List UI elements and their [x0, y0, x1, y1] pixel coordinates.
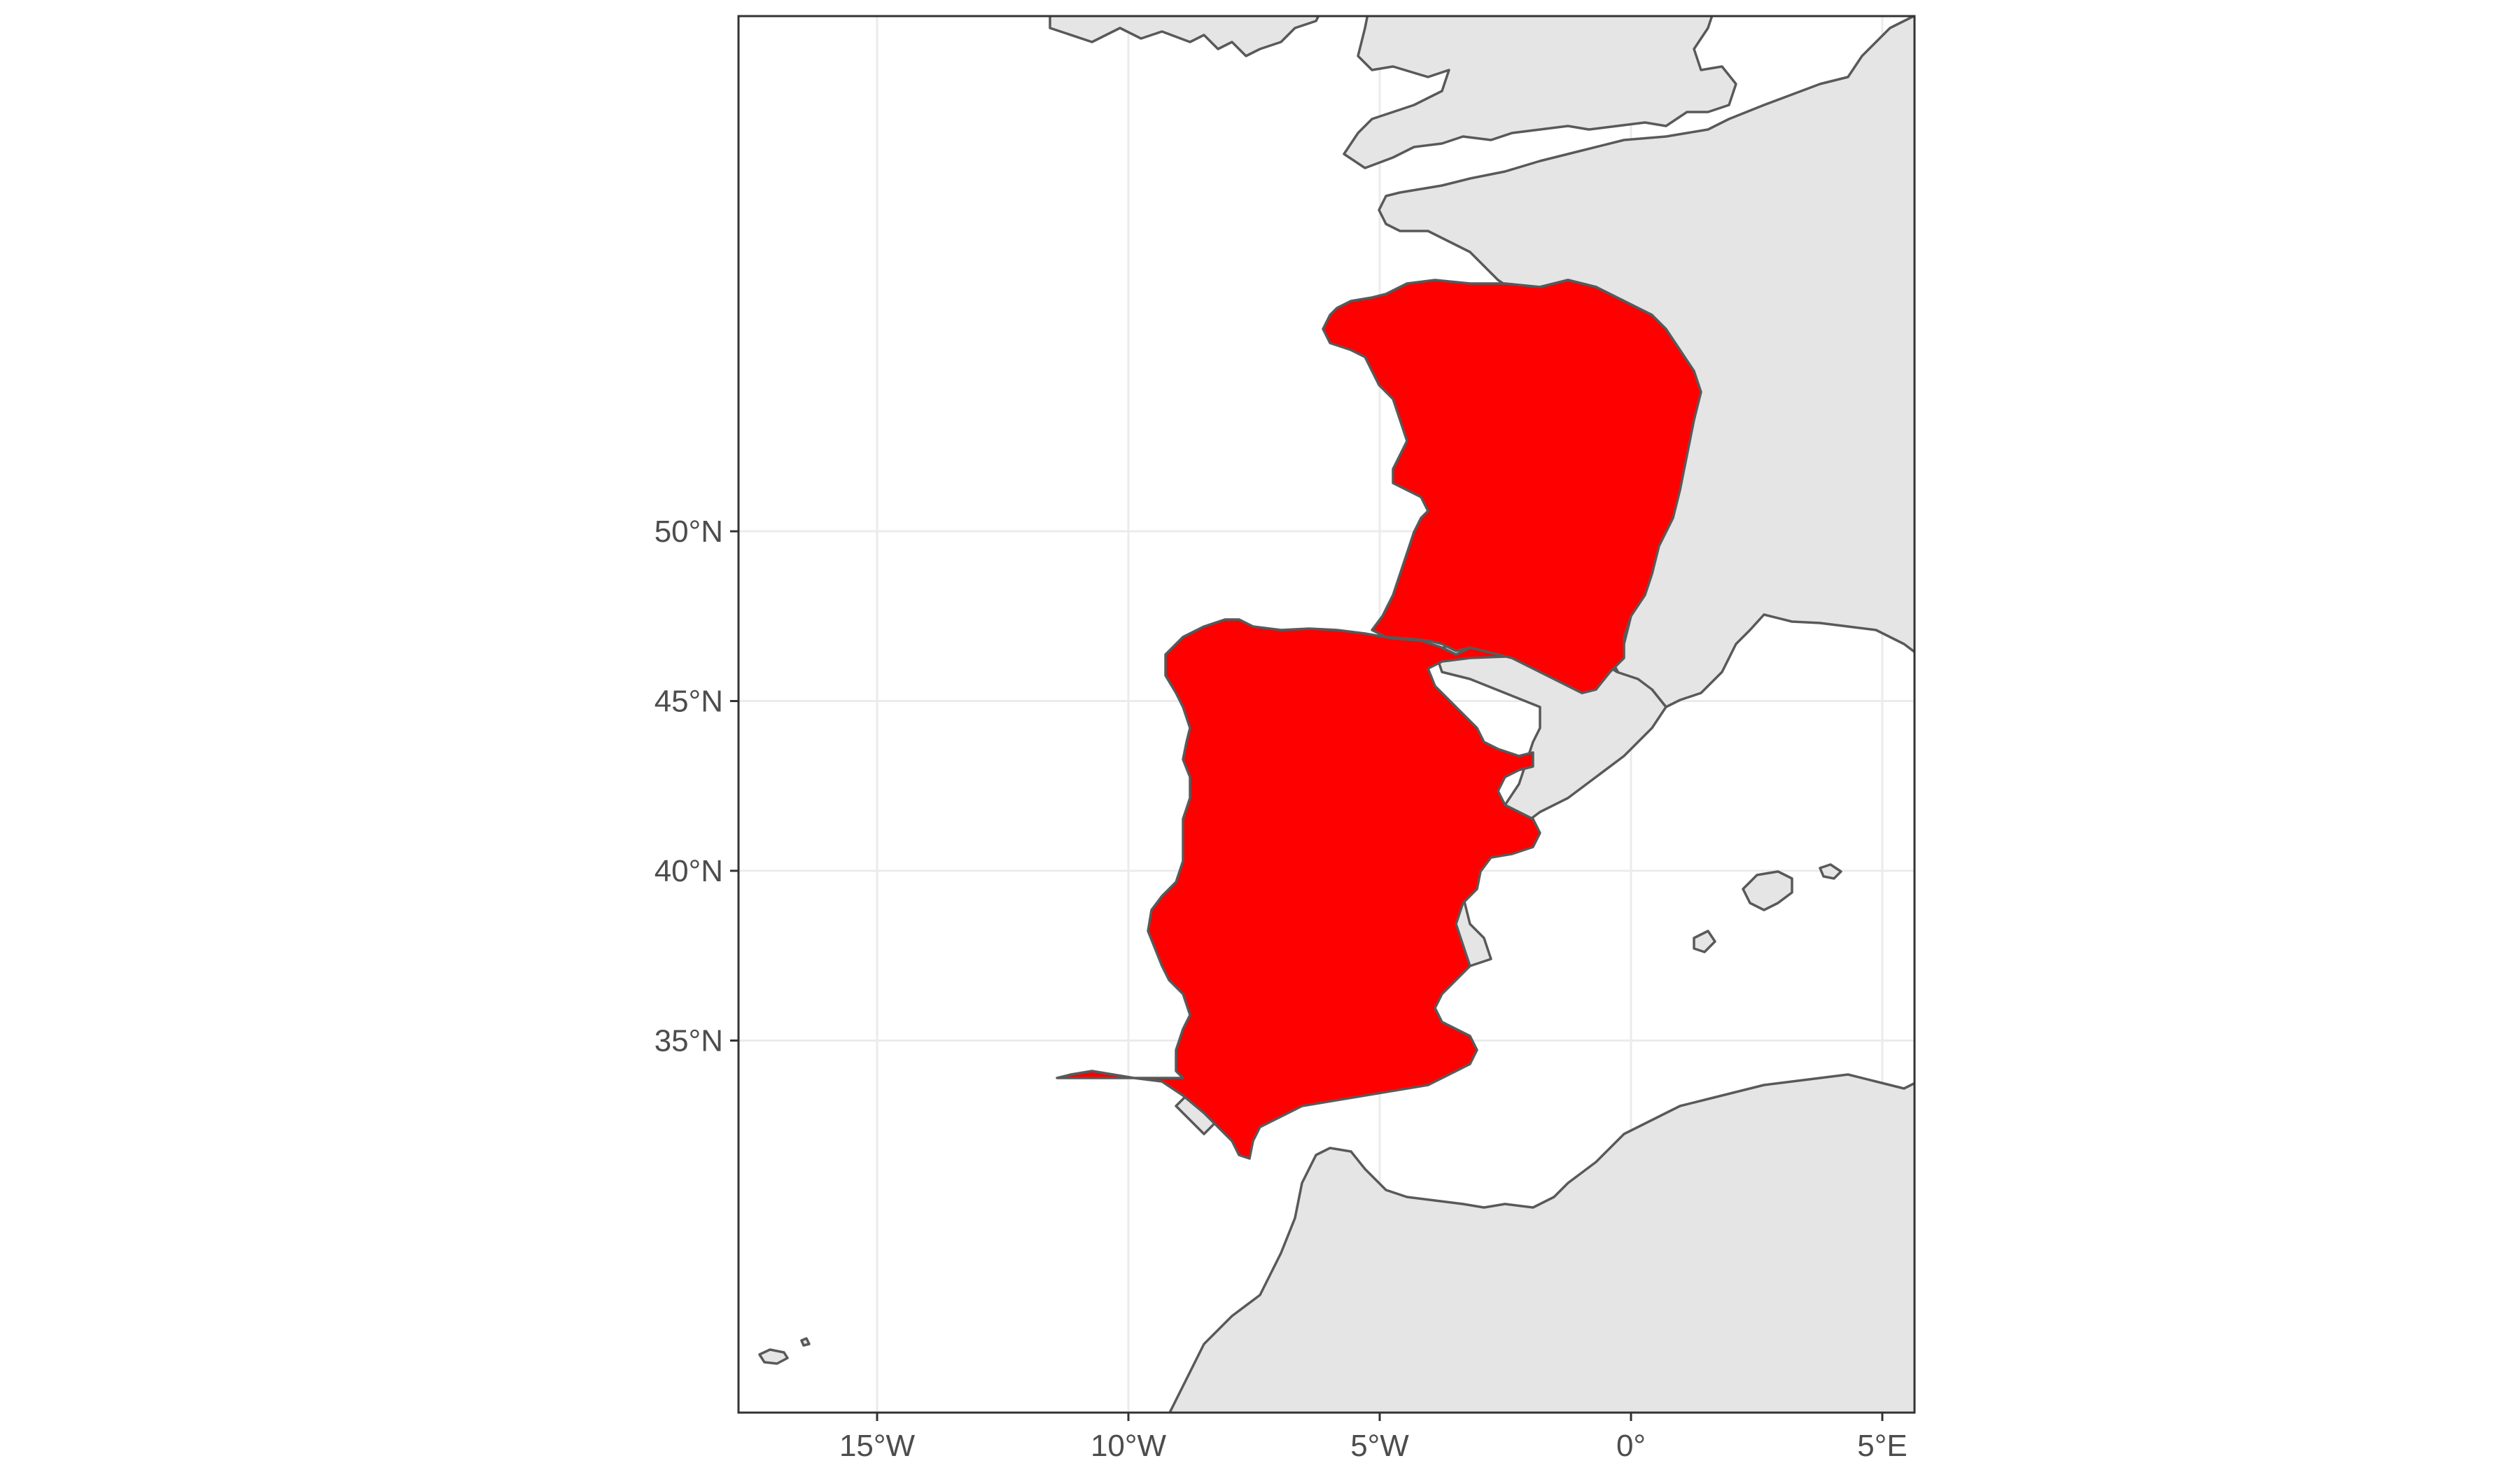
x-tick-label: 0°	[1616, 1429, 1646, 1463]
madeira-island	[758, 1337, 811, 1365]
map-layer	[758, 16, 1914, 1413]
y-tick-label: 40°N	[654, 854, 723, 888]
france-highlight	[1322, 279, 1702, 694]
x-tick-label: 5°W	[1350, 1429, 1409, 1463]
axis-ticks: 15°W 10°W 5°W 0° 5°E 50°N 45°N 40°N 35°N	[654, 514, 1907, 1463]
y-tick-label: 50°N	[654, 514, 723, 549]
y-tick-label: 35°N	[654, 1024, 723, 1058]
ireland-landmass	[1049, 16, 1320, 57]
x-tick-label: 10°W	[1091, 1429, 1167, 1463]
north-africa-landmass	[1168, 1073, 1914, 1413]
x-tick-label: 15°W	[839, 1429, 916, 1463]
x-tick-label: 5°E	[1857, 1429, 1907, 1463]
balearic-islands	[1693, 863, 1842, 953]
y-tick-label: 45°N	[654, 685, 723, 719]
great-britain-landmass	[1343, 16, 1737, 169]
panel-frame	[737, 15, 1916, 1414]
